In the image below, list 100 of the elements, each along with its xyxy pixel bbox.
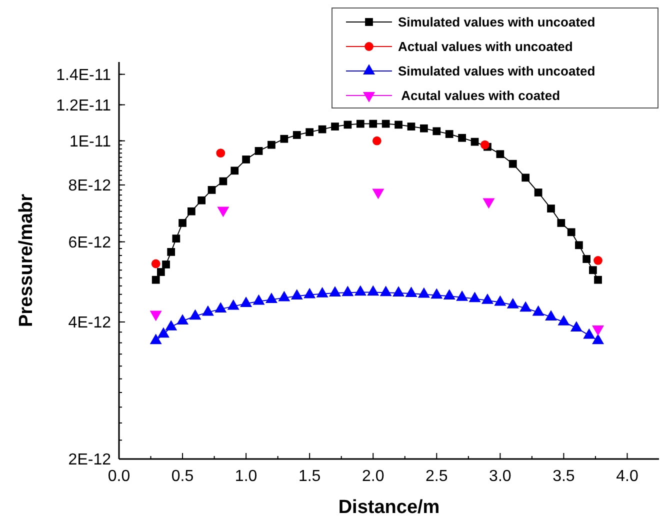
point [470,138,479,146]
point [344,120,352,129]
point [534,188,542,196]
point [208,186,216,194]
point [418,287,430,298]
point [558,315,570,326]
point [481,294,494,304]
y-tick-label: 4E-12 [68,314,112,332]
point [331,122,339,130]
point [407,122,416,130]
point [156,268,165,276]
point [582,255,591,263]
point [268,140,276,149]
point [150,334,162,344]
point [443,289,456,300]
y-tick-label: 2E-12 [68,452,112,469]
point [176,314,189,324]
point [292,131,301,139]
legend-label: Actual values with uncoated [398,39,573,54]
point [458,134,466,142]
point [567,228,576,236]
point [430,288,443,299]
point [405,286,418,297]
x-tick-label: 0.5 [171,468,194,485]
point [592,334,604,344]
x-tick-label: 3.5 [552,468,575,485]
point [254,147,263,155]
point [494,295,506,306]
point [508,160,517,168]
point [420,124,428,132]
point [290,289,303,300]
point [202,305,214,316]
point [382,120,390,128]
point [545,310,557,321]
point [342,286,354,296]
point [575,241,583,250]
y-tick-label: 8E-12 [68,178,112,195]
point [468,292,481,302]
y-tick-label: 1.4E-11 [56,66,112,84]
point [252,294,265,305]
point [306,128,314,136]
point [594,276,602,284]
point [432,127,441,136]
point [242,156,250,164]
point [152,276,160,284]
y-tick-label: 1.2E-11 [56,97,112,114]
point [480,140,490,150]
point [496,150,504,158]
point [367,285,380,296]
legend-label: Simulated values with uncoated [398,64,596,79]
point [198,196,206,204]
point [522,174,530,182]
point [216,148,226,158]
point [354,285,366,296]
point [456,290,468,301]
point [178,219,186,227]
x-tick-label: 1.5 [298,468,321,485]
point [520,301,532,312]
x-tick-label: 3.0 [489,468,512,485]
point [240,296,252,308]
point [445,130,454,138]
point [392,286,405,297]
x-tick-label: 4.0 [616,468,638,485]
point [265,292,278,304]
x-tick-label: 0.0 [108,468,130,485]
x-tick-label: 1.0 [234,468,258,485]
point [278,290,290,302]
point [189,309,202,320]
point [162,260,170,268]
point [588,266,597,274]
y-tick-label: 1E-11 [69,133,112,150]
point [230,166,239,175]
point [329,286,341,297]
point [214,302,227,313]
point [172,234,180,242]
x-tick-label: 2.0 [362,468,384,485]
point [594,256,602,265]
point [157,327,170,338]
point [151,259,160,268]
point [227,299,240,310]
x-tick-label: 2.5 [426,468,448,485]
point [570,321,582,332]
point [316,287,328,298]
point [187,207,196,216]
point [304,288,316,298]
y-axis-title: Pressure/mabr [16,193,37,328]
point [380,286,392,296]
point [372,136,382,146]
point [280,134,288,143]
point [394,120,402,129]
legend-label: Simulated values with uncoated [398,14,596,30]
y-tick-label: 6E-12 [68,234,112,252]
point [557,219,566,227]
point [583,328,596,339]
point [532,305,544,316]
x-axis-title: Distance/m [338,497,440,518]
point [547,204,555,212]
legend-label: Acutal values with coated [398,88,560,104]
point [165,320,178,330]
point [167,248,176,256]
